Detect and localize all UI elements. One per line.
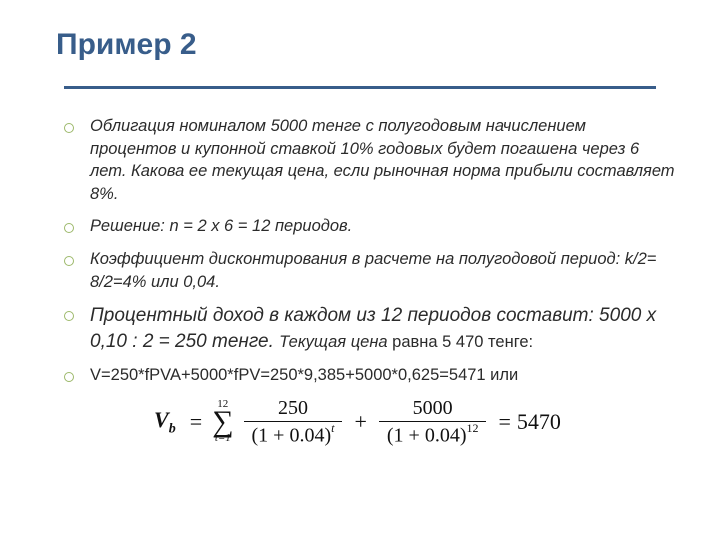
fraction-1: 250 (1 + 0.04)t <box>244 397 343 447</box>
discount-coef: Коэффициент дисконтирования в расчете на… <box>90 250 656 291</box>
formula: Vb = 12 ∑ t=1 250 (1 + 0.04)t + 5000 (1 … <box>154 397 676 447</box>
list-item: Решение: n = 2 х 6 = 12 периодов. <box>64 215 676 238</box>
list-item: Облигация номиналом 5000 тенге с полугод… <box>64 115 676 205</box>
page-title: Пример 2 <box>56 28 720 62</box>
equals-sign: = <box>498 409 510 435</box>
content-area: Облигация номиналом 5000 тенге с полугод… <box>0 89 720 447</box>
bullet-list: Облигация номиналом 5000 тенге с полугод… <box>64 115 676 387</box>
list-item: V=250*fPVA+5000*fPV=250*9,385+5000*0,625… <box>64 364 676 387</box>
calc-line: V=250*fPVA+5000*fPV=250*9,385+5000*0,625… <box>90 366 518 384</box>
sigma: 12 ∑ t=1 <box>212 399 233 444</box>
solution-periods: Решение: n = 2 х 6 = 12 периодов. <box>90 217 352 235</box>
equals-sign: = <box>190 409 202 435</box>
formula-rhs: 5470 <box>517 409 561 435</box>
title-area: Пример 2 <box>0 0 720 68</box>
list-item: Процентный доход в каждом из 12 периодов… <box>64 303 676 354</box>
problem-text: Облигация номиналом 5000 тенге с полугод… <box>90 117 675 203</box>
fraction-2: 5000 (1 + 0.04)12 <box>379 397 487 447</box>
formula-lhs: Vb <box>154 407 176 437</box>
interest-income-b: Текущая цена <box>279 333 387 351</box>
plus-sign: + <box>354 409 366 435</box>
list-item: Коэффициент дисконтирования в расчете на… <box>64 248 676 293</box>
interest-income-c: равна 5 470 тенге: <box>388 333 534 351</box>
